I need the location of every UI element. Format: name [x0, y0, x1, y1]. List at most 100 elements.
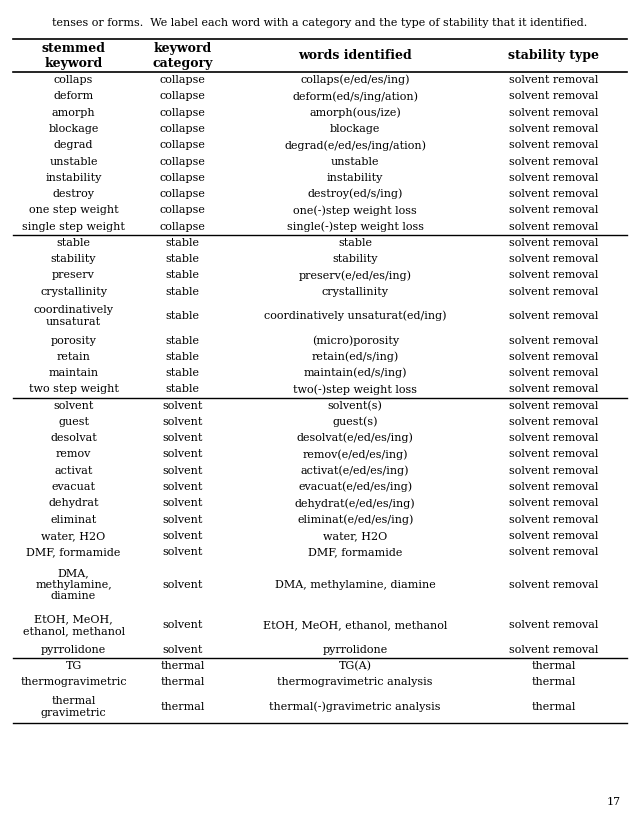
Text: solvent removal: solvent removal — [509, 515, 598, 524]
Text: destroy(ed/s/ing): destroy(ed/s/ing) — [307, 189, 403, 200]
Text: crystallinity: crystallinity — [40, 287, 107, 297]
Text: collapse: collapse — [159, 141, 205, 150]
Text: stemmed
keyword: stemmed keyword — [42, 42, 106, 70]
Text: solvent removal: solvent removal — [509, 254, 598, 264]
Text: evacuat(e/ed/es/ing): evacuat(e/ed/es/ing) — [298, 482, 412, 492]
Text: unstable: unstable — [49, 156, 98, 167]
Text: solvent removal: solvent removal — [509, 108, 598, 118]
Text: solvent removal: solvent removal — [509, 173, 598, 182]
Text: solvent removal: solvent removal — [509, 368, 598, 378]
Text: thermogravimetric: thermogravimetric — [20, 677, 127, 687]
Text: solvent removal: solvent removal — [509, 141, 598, 150]
Text: stable: stable — [165, 385, 200, 395]
Text: deform: deform — [54, 91, 93, 101]
Text: collapse: collapse — [159, 222, 205, 232]
Text: thermal: thermal — [531, 677, 576, 687]
Text: remov: remov — [56, 450, 92, 459]
Text: stable: stable — [56, 238, 91, 248]
Text: thermal: thermal — [160, 661, 205, 671]
Text: two step weight: two step weight — [29, 385, 118, 395]
Text: solvent: solvent — [162, 450, 203, 459]
Text: tenses or forms.  We label each word with a category and the type of stability t: tenses or forms. We label each word with… — [52, 18, 588, 28]
Text: stable: stable — [165, 287, 200, 297]
Text: desolvat(e/ed/es/ing): desolvat(e/ed/es/ing) — [297, 433, 413, 444]
Text: dehydrat(e/ed/es/ing): dehydrat(e/ed/es/ing) — [295, 498, 415, 509]
Text: collapse: collapse — [159, 91, 205, 101]
Text: instability: instability — [327, 173, 383, 182]
Text: single(-)step weight loss: single(-)step weight loss — [287, 221, 424, 232]
Text: solvent: solvent — [162, 580, 203, 589]
Text: solvent: solvent — [162, 417, 203, 427]
Text: solvent removal: solvent removal — [509, 352, 598, 362]
Text: keyword
category: keyword category — [152, 42, 212, 70]
Text: stability: stability — [332, 254, 378, 264]
Text: EtOH, MeOH, ethanol, methanol: EtOH, MeOH, ethanol, methanol — [263, 621, 447, 630]
Text: eliminat: eliminat — [51, 515, 97, 524]
Text: stable: stable — [165, 254, 200, 264]
Text: one step weight: one step weight — [29, 206, 118, 215]
Text: two(-)step weight loss: two(-)step weight loss — [293, 384, 417, 395]
Text: solvent: solvent — [162, 498, 203, 508]
Text: solvent removal: solvent removal — [509, 206, 598, 215]
Text: solvent removal: solvent removal — [509, 189, 598, 199]
Text: collapse: collapse — [159, 206, 205, 215]
Text: words identified: words identified — [298, 49, 412, 62]
Text: solvent removal: solvent removal — [509, 270, 598, 280]
Text: stable: stable — [165, 238, 200, 248]
Text: thermal
gravimetric: thermal gravimetric — [41, 696, 106, 718]
Text: solvent removal: solvent removal — [509, 222, 598, 232]
Text: solvent removal: solvent removal — [509, 466, 598, 476]
Text: crystallinity: crystallinity — [322, 287, 388, 297]
Text: solvent: solvent — [162, 515, 203, 524]
Text: destroy: destroy — [52, 189, 95, 199]
Text: solvent removal: solvent removal — [509, 621, 598, 630]
Text: activat: activat — [54, 466, 93, 476]
Text: EtOH, MeOH,
ethanol, methanol: EtOH, MeOH, ethanol, methanol — [22, 615, 125, 636]
Text: porosity: porosity — [51, 335, 97, 345]
Text: guest(s): guest(s) — [332, 417, 378, 427]
Text: DMF, formamide: DMF, formamide — [308, 547, 403, 557]
Text: solvent removal: solvent removal — [509, 417, 598, 427]
Text: coordinatively unsaturat(ed/ing): coordinatively unsaturat(ed/ing) — [264, 311, 447, 321]
Text: stability: stability — [51, 254, 97, 264]
Text: solvent: solvent — [162, 547, 203, 557]
Text: DMA,
methylamine,
diamine: DMA, methylamine, diamine — [35, 568, 112, 601]
Text: TG: TG — [65, 661, 82, 671]
Text: collaps(e/ed/es/ing): collaps(e/ed/es/ing) — [300, 75, 410, 85]
Text: thermogravimetric analysis: thermogravimetric analysis — [278, 677, 433, 687]
Text: retain: retain — [57, 352, 90, 362]
Text: desolvat: desolvat — [50, 433, 97, 443]
Text: retain(ed/s/ing): retain(ed/s/ing) — [312, 352, 399, 363]
Text: instability: instability — [45, 173, 102, 182]
Text: solvent: solvent — [162, 482, 203, 492]
Text: evacuat: evacuat — [52, 482, 95, 492]
Text: collaps: collaps — [54, 75, 93, 85]
Text: solvent removal: solvent removal — [509, 531, 598, 541]
Text: pyrrolidone: pyrrolidone — [41, 644, 106, 655]
Text: stable: stable — [165, 352, 200, 362]
Text: solvent: solvent — [53, 400, 94, 411]
Text: degrad: degrad — [54, 141, 93, 150]
Text: solvent removal: solvent removal — [509, 335, 598, 345]
Text: solvent removal: solvent removal — [509, 580, 598, 589]
Text: amorph(ous/ize): amorph(ous/ize) — [309, 108, 401, 118]
Text: activat(e/ed/es/ing): activat(e/ed/es/ing) — [301, 465, 410, 476]
Text: thermal(-)gravimetric analysis: thermal(-)gravimetric analysis — [269, 701, 441, 712]
Text: solvent removal: solvent removal — [509, 482, 598, 492]
Text: maintain(ed/s/ing): maintain(ed/s/ing) — [303, 367, 407, 378]
Text: thermal: thermal — [531, 661, 576, 671]
Text: deform(ed/s/ing/ation): deform(ed/s/ing/ation) — [292, 91, 418, 102]
Text: preserv(e/ed/es/ing): preserv(e/ed/es/ing) — [299, 270, 412, 281]
Text: thermal: thermal — [160, 702, 205, 712]
Text: solvent(s): solvent(s) — [328, 400, 383, 411]
Text: solvent removal: solvent removal — [509, 75, 598, 85]
Text: 17: 17 — [607, 797, 621, 807]
Text: unstable: unstable — [331, 156, 380, 167]
Text: amorph: amorph — [52, 108, 95, 118]
Text: collapse: collapse — [159, 108, 205, 118]
Text: collapse: collapse — [159, 189, 205, 199]
Text: solvent removal: solvent removal — [509, 91, 598, 101]
Text: degrad(e/ed/es/ing/ation): degrad(e/ed/es/ing/ation) — [284, 140, 426, 150]
Text: collapse: collapse — [159, 156, 205, 167]
Text: solvent: solvent — [162, 433, 203, 443]
